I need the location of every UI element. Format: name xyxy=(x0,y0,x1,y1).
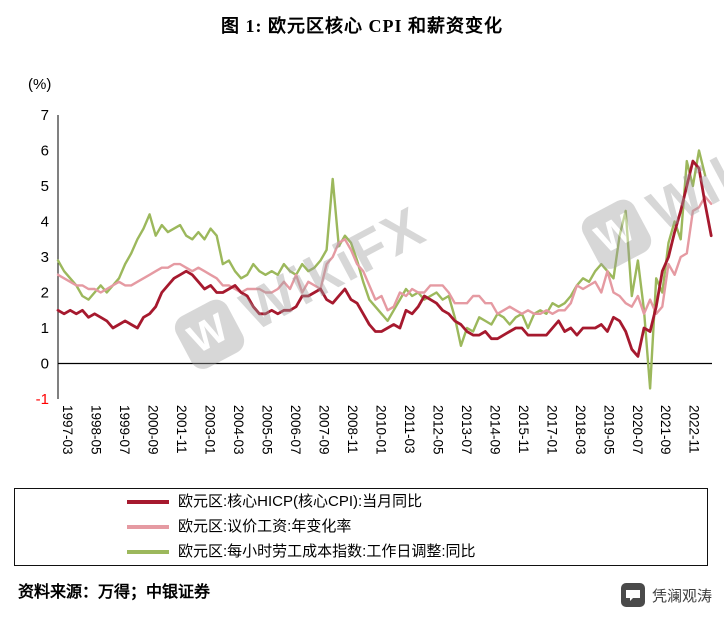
x-axis-tick-label: 2022-11 xyxy=(687,405,702,454)
legend-swatch-labour-cost xyxy=(127,550,169,554)
x-axis-tick-label: 2013-07 xyxy=(459,405,474,455)
x-axis-tick-label: 2001-11 xyxy=(174,405,189,454)
x-axis-tick-label: 2021-09 xyxy=(658,405,673,455)
legend-label-negotiated-wages: 欧元区:议价工资:年变化率 xyxy=(178,518,352,535)
x-axis-tick-label: 2018-03 xyxy=(573,405,588,455)
legend-label-labour-cost: 欧元区:每小时劳工成本指数:工作日调整:同比 xyxy=(178,543,476,560)
x-axis-tick-label: 2004-03 xyxy=(231,405,246,455)
legend-swatch-negotiated-wages xyxy=(127,525,169,529)
x-axis-tick-label: 1998-05 xyxy=(89,405,104,455)
series-line-2 xyxy=(56,149,707,390)
series-line-1 xyxy=(56,195,713,316)
brand-logo: 凭澜观涛 xyxy=(620,582,712,608)
line-chart: 7 6 5 4 3 2 1 0 -1 1997-03 1998-05 1999-07 2000-09 20… xyxy=(36,107,713,455)
x-axis-tick-label: 2012-05 xyxy=(430,405,445,455)
x-axis-tick-label: 2019-05 xyxy=(601,405,616,455)
legend-item-core-hicp: 欧元区:核心HICP(核心CPI):当月同比 xyxy=(127,492,707,512)
y-axis-tick-label: 2 xyxy=(41,285,49,302)
x-axis-tick-label: 2014-09 xyxy=(487,405,502,455)
chart-legend: 欧元区:核心HICP(核心CPI):当月同比 欧元区:议价工资:年变化率 欧元区… xyxy=(14,488,708,566)
y-axis-tick-label: 7 xyxy=(41,107,49,124)
x-axis-tick-label: 2017-01 xyxy=(544,405,559,455)
y-axis-tick-label: 4 xyxy=(41,214,49,231)
x-axis-tick-label: 2000-09 xyxy=(146,405,161,455)
data-source-note: 资料来源：万得；中银证券 xyxy=(18,584,211,601)
series-line-0 xyxy=(56,159,713,358)
legend-item-negotiated-wages: 欧元区:议价工资:年变化率 xyxy=(127,517,707,537)
brand-name: 凭澜观涛 xyxy=(651,587,712,605)
x-axis-tick-label: 2005-05 xyxy=(259,405,274,455)
legend-label-core-hicp: 欧元区:核心HICP(核心CPI):当月同比 xyxy=(178,493,423,510)
figure-title: 图 1: 欧元区核心 CPI 和薪资变化 xyxy=(221,16,503,36)
y-axis-unit-label: (%) xyxy=(28,76,52,93)
y-axis-tick-label: 1 xyxy=(41,320,49,337)
y-axis-tick-label: 3 xyxy=(41,249,49,266)
y-axis-tick-label: 5 xyxy=(41,178,49,195)
x-axis-tick-label: 2006-07 xyxy=(288,405,303,455)
x-axis-tick-label: 2020-07 xyxy=(630,405,645,455)
x-axis-tick-label: 2015-11 xyxy=(516,405,531,454)
legend-item-labour-cost: 欧元区:每小时劳工成本指数:工作日调整:同比 xyxy=(127,542,707,562)
x-axis-tick-label: 2011-03 xyxy=(402,405,417,454)
legend-swatch-core-hicp xyxy=(127,500,169,504)
x-axis-tick-label: 2003-01 xyxy=(202,405,217,455)
x-axis-tick-label: 2007-09 xyxy=(316,405,331,455)
x-axis-tick-label: 2008-11 xyxy=(345,405,360,454)
x-axis-tick-label: 1997-03 xyxy=(60,405,75,455)
x-axis-tick-label: 2010-01 xyxy=(373,405,388,455)
y-axis-tick-label: -1 xyxy=(36,391,49,408)
y-axis-tick-label: 0 xyxy=(41,356,49,373)
wechat-chat-bubble-icon xyxy=(620,583,645,607)
y-axis-tick-label: 6 xyxy=(41,143,49,160)
x-axis-tick-label: 1999-07 xyxy=(117,405,132,455)
